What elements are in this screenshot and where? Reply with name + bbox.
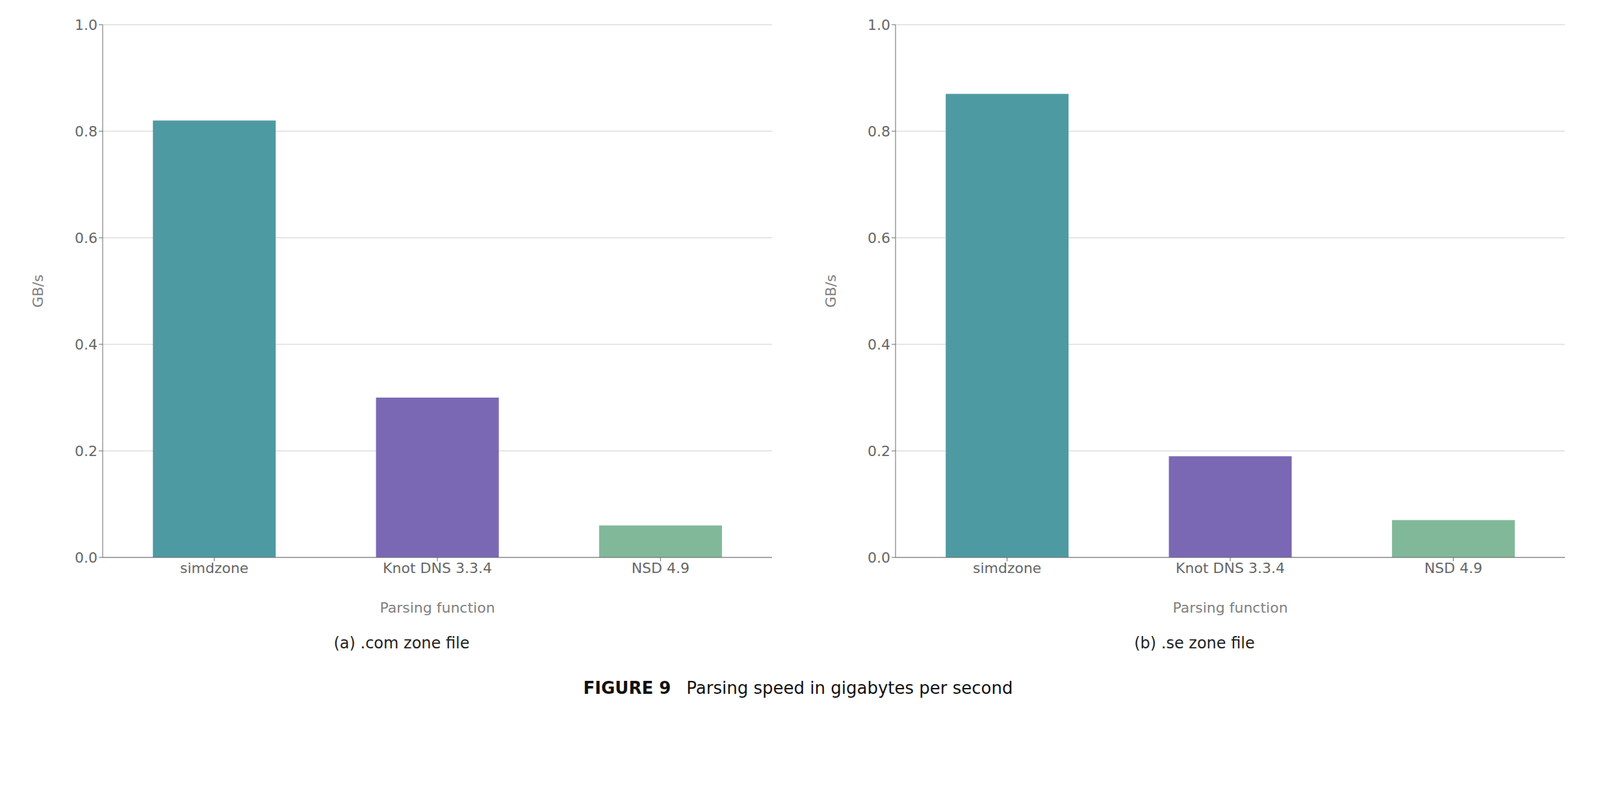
svg-text:0.4: 0.4 bbox=[867, 336, 891, 353]
svg-text:1.0: 1.0 bbox=[867, 16, 891, 34]
svg-text:0.4: 0.4 bbox=[74, 336, 98, 353]
svg-text:0.0: 0.0 bbox=[867, 549, 891, 567]
svg-text:NSD 4.9: NSD 4.9 bbox=[631, 560, 690, 577]
svg-text:0.6: 0.6 bbox=[74, 230, 98, 247]
svg-text:0.2: 0.2 bbox=[867, 443, 891, 460]
svg-text:simdzone: simdzone bbox=[180, 560, 249, 577]
svg-text:0.0: 0.0 bbox=[74, 549, 98, 567]
html-text:Parsing speed in gigabytes per: Parsing speed in gigabytes per second bbox=[686, 678, 1013, 698]
svg-text:Knot DNS 3.3.4: Knot DNS 3.3.4 bbox=[1175, 560, 1285, 577]
svg-text:GB/s: GB/s bbox=[29, 274, 47, 308]
html-text:FIGURE 9: FIGURE 9 bbox=[583, 678, 671, 698]
svg-text:0.8: 0.8 bbox=[867, 123, 891, 140]
svg-text:1.0: 1.0 bbox=[74, 16, 98, 34]
svg-text:NSD 4.9: NSD 4.9 bbox=[1424, 560, 1483, 577]
svg-text:simdzone: simdzone bbox=[972, 560, 1042, 577]
svg-text:0.2: 0.2 bbox=[74, 443, 98, 460]
html-text:(b) .se zone file: (b) .se zone file bbox=[1134, 634, 1255, 653]
svg-text:Knot DNS 3.3.4: Knot DNS 3.3.4 bbox=[382, 560, 492, 577]
svg-text:0.6: 0.6 bbox=[867, 230, 891, 247]
html-text:(a) .com zone file: (a) .com zone file bbox=[333, 634, 470, 653]
svg-text:GB/s: GB/s bbox=[822, 274, 839, 308]
svg-text:0.8: 0.8 bbox=[74, 123, 98, 140]
svg-text:Parsing function: Parsing function bbox=[379, 599, 495, 617]
svg-text:Parsing function: Parsing function bbox=[1172, 599, 1288, 617]
